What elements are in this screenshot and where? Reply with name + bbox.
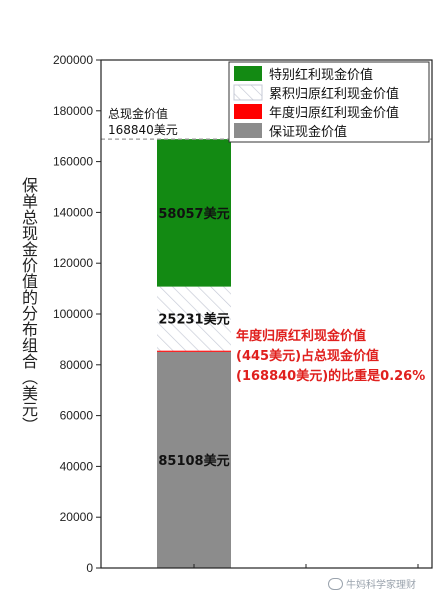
bar-segment-0 <box>157 351 231 568</box>
legend-box <box>228 61 430 143</box>
annotation-line-3: (168840美元)的比重是0.26% <box>236 368 425 384</box>
legend-label-0: 特别红利现金价值 <box>269 67 373 83</box>
y-tick-label-10: 200000 <box>53 53 93 67</box>
legend-swatch-3 <box>234 123 262 138</box>
y-tick-label-6: 120000 <box>53 256 93 270</box>
legend-label-3: 保证现金价值 <box>269 124 347 140</box>
bar-segment-1 <box>157 349 231 352</box>
y-tick-label-7: 140000 <box>53 205 93 219</box>
bar-segment-3 <box>157 139 231 287</box>
data-label-2: 25231美元 <box>158 312 229 328</box>
bar-segment-2 <box>157 286 231 351</box>
legend-swatch-1 <box>233 84 263 101</box>
chat-bubble-icon <box>328 577 343 590</box>
legend-swatch-2 <box>234 104 262 119</box>
y-tick-label-8: 160000 <box>53 155 93 169</box>
total-label-value: 168840美元 <box>108 123 178 137</box>
data-label-3: 58057美元 <box>158 206 229 222</box>
y-tick-label-1: 20000 <box>60 510 94 524</box>
legend-swatch-0 <box>234 66 262 81</box>
data-label-0: 85108美元 <box>158 453 229 469</box>
y-tick-label-9: 180000 <box>53 104 93 118</box>
annotation-line-1: 年度归原红利现金价值 <box>236 328 366 344</box>
y-tick-label-3: 60000 <box>60 409 94 423</box>
y-tick-label-2: 40000 <box>60 459 94 473</box>
annotation-line-2: (445美元)占总现金价值 <box>236 348 379 364</box>
watermark-text: 牛妈科学家理财 <box>346 580 416 591</box>
legend-label-2: 年度归原红利现金价值 <box>269 105 399 121</box>
y-tick-label-0: 0 <box>86 561 93 575</box>
y-axis-label: 保单总现金价值的分布组合（美元） <box>19 177 38 433</box>
legend-label-1: 累积归原红利现金价值 <box>269 86 399 102</box>
watermark: 牛妈科学家理财 <box>328 576 416 591</box>
y-tick-label-5: 100000 <box>53 307 93 321</box>
y-tick-label-4: 80000 <box>60 358 94 372</box>
total-label-title: 总现金价值 <box>108 106 168 121</box>
